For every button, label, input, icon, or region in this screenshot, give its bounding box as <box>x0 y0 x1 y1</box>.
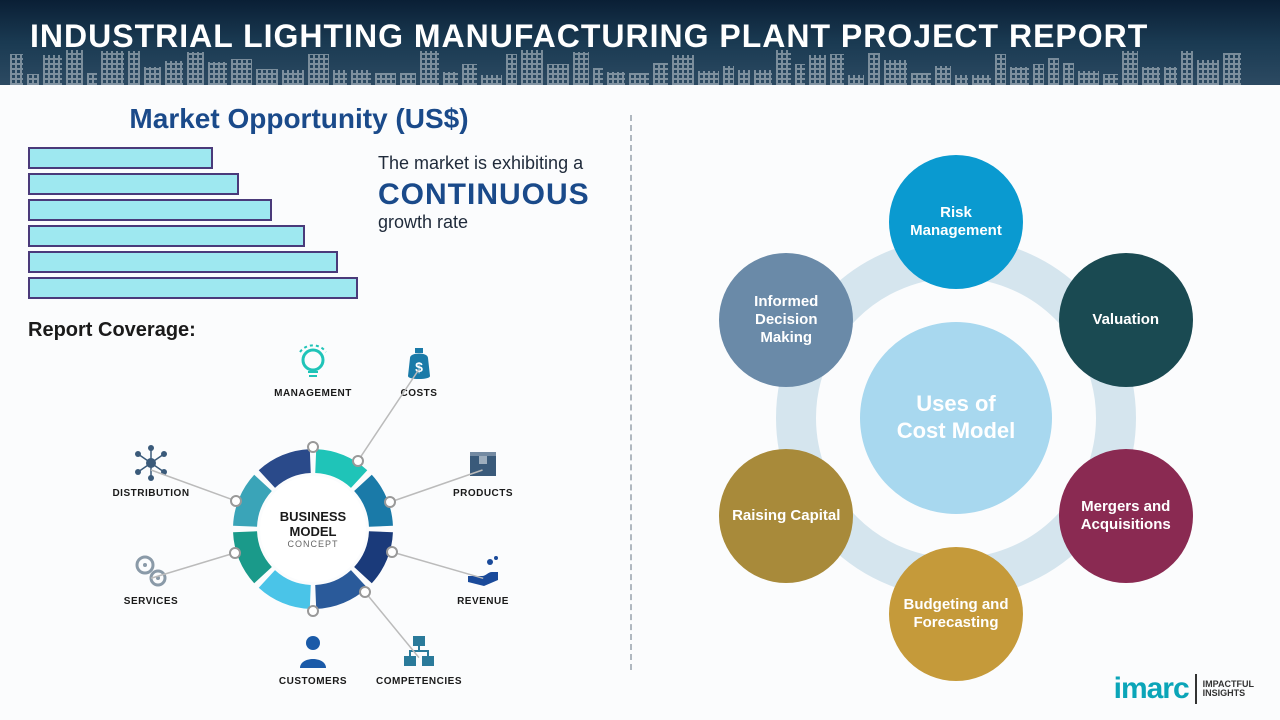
page-title: INDUSTRIAL LIGHTING MANUFACTURING PLANT … <box>30 18 1250 55</box>
right-panel: Uses ofCost Model Risk Management Valuati… <box>632 85 1280 720</box>
cost-node-budgeting-and-forecasting: Budgeting and Forecasting <box>889 547 1023 681</box>
ring-center: Uses ofCost Model <box>860 322 1052 514</box>
ring-center-label: Uses ofCost Model <box>897 391 1016 444</box>
market-bar <box>28 147 213 169</box>
header-banner: INDUSTRIAL LIGHTING MANUFACTURING PLANT … <box>0 0 1280 85</box>
cost-node-raising-capital: Raising Capital <box>719 449 853 583</box>
growth-line3: growth rate <box>378 212 590 233</box>
cost-node-risk-management: Risk Management <box>889 155 1023 289</box>
content-area: Market Opportunity (US$) The market is e… <box>0 85 1280 720</box>
logo-text: imarc <box>1114 672 1189 706</box>
cost-node-mergers-and-acquisitions: Mergers and Acquisitions <box>1059 449 1193 583</box>
cost-model-diagram: Uses ofCost Model Risk ManagementValuati… <box>716 178 1196 658</box>
left-panel: Market Opportunity (US$) The market is e… <box>0 85 630 720</box>
market-bar <box>28 277 358 299</box>
growth-text: The market is exhibiting a CONTINUOUS gr… <box>378 147 590 303</box>
market-bar <box>28 225 305 247</box>
bm-center-label: BUSINESS MODEL CONCEPT <box>266 482 360 576</box>
market-bar <box>28 199 272 221</box>
growth-line1: The market is exhibiting a <box>378 153 590 174</box>
cost-node-informed-decision-making: Informed Decision Making <box>719 253 853 387</box>
market-title: Market Opportunity (US$) <box>0 103 610 135</box>
market-bars <box>28 147 358 303</box>
growth-line2: CONTINUOUS <box>378 178 590 212</box>
business-model-diagram: BUSINESS MODEL CONCEPT MANAGEMENT$COSTSP… <box>28 334 588 674</box>
cost-node-valuation: Valuation <box>1059 253 1193 387</box>
logo-tagline: IMPACTFUL INSIGHTS <box>1203 680 1254 698</box>
market-bar <box>28 173 239 195</box>
logo-divider <box>1195 674 1197 704</box>
market-bar <box>28 251 338 273</box>
logo: imarc IMPACTFUL INSIGHTS <box>1114 672 1254 706</box>
